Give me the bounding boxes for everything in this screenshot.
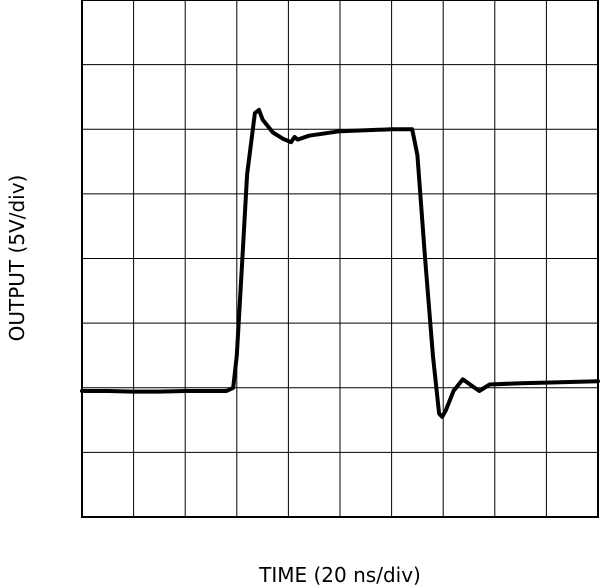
y-axis-label: OUTPUT (5V/div) (5, 175, 29, 342)
grid (82, 0, 598, 517)
plot-frame (81, 0, 599, 518)
x-axis-label: TIME (20 ns/div) (258, 563, 421, 587)
output-trace (80, 107, 600, 419)
